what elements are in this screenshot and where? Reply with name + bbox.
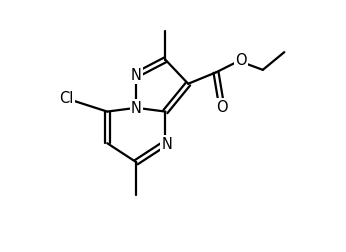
- Text: N: N: [131, 101, 142, 116]
- Text: N: N: [131, 68, 142, 83]
- Text: O: O: [236, 53, 247, 68]
- Text: O: O: [217, 100, 228, 115]
- Text: N: N: [161, 136, 172, 151]
- Text: Cl: Cl: [60, 91, 74, 106]
